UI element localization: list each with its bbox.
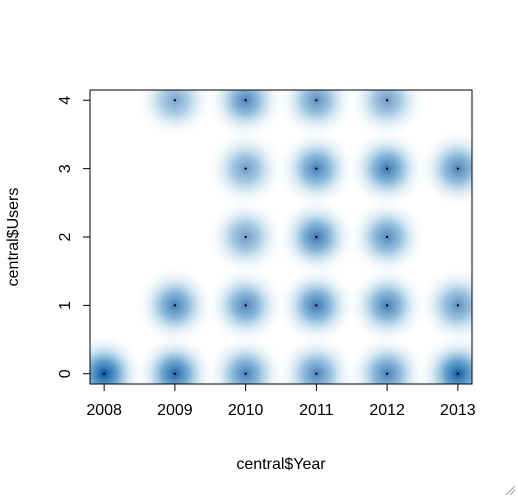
x-tick-label: 2010 bbox=[228, 402, 264, 419]
density-blob bbox=[136, 90, 213, 139]
density-blob bbox=[349, 335, 426, 384]
data-point bbox=[386, 99, 389, 102]
density-blob bbox=[136, 335, 213, 384]
data-point bbox=[244, 99, 247, 102]
x-tick-label: 2011 bbox=[299, 402, 334, 419]
data-point bbox=[315, 235, 318, 239]
data-point bbox=[315, 99, 318, 102]
data-point bbox=[386, 235, 389, 239]
x-tick-label: 2012 bbox=[369, 402, 405, 419]
data-point bbox=[456, 167, 459, 170]
x-axis: 2008 2009 2010 2011 2012 2013 bbox=[86, 384, 476, 419]
y-tick-label: 1 bbox=[57, 301, 74, 310]
x-tick-label: 2013 bbox=[440, 402, 476, 419]
density-blob bbox=[90, 335, 143, 384]
data-point bbox=[315, 372, 318, 375]
data-point bbox=[173, 99, 176, 102]
y-tick-label: 4 bbox=[57, 96, 74, 105]
density-blob bbox=[278, 335, 355, 384]
y-tick-label: 0 bbox=[57, 369, 74, 378]
density-blob bbox=[207, 90, 284, 139]
density-blob bbox=[349, 90, 426, 139]
resize-grip-icon[interactable] bbox=[504, 484, 516, 496]
y-tick-label: 2 bbox=[57, 232, 74, 241]
y-tick-label: 3 bbox=[57, 164, 74, 173]
data-point bbox=[244, 304, 247, 307]
data-point bbox=[244, 372, 247, 375]
data-point bbox=[244, 235, 247, 239]
x-tick-label: 2009 bbox=[157, 402, 193, 419]
data-point bbox=[173, 372, 176, 375]
data-point bbox=[103, 372, 106, 375]
data-point bbox=[173, 304, 176, 307]
y-axis-label: central$Users bbox=[5, 188, 22, 287]
x-tick-label: 2008 bbox=[86, 402, 122, 419]
density-blob bbox=[419, 267, 472, 344]
data-point bbox=[244, 167, 247, 170]
density-layer bbox=[90, 90, 472, 384]
data-point bbox=[386, 167, 389, 170]
density-blob bbox=[278, 90, 355, 139]
density-blob bbox=[419, 335, 472, 384]
data-point bbox=[456, 304, 459, 307]
density-blob bbox=[207, 335, 284, 384]
data-point bbox=[315, 304, 318, 307]
data-point bbox=[456, 372, 459, 375]
points-layer bbox=[103, 99, 459, 375]
data-point bbox=[386, 304, 389, 307]
density-blob bbox=[419, 130, 472, 207]
x-axis-label: central$Year bbox=[236, 456, 326, 473]
data-point bbox=[315, 167, 318, 170]
data-point bbox=[386, 372, 389, 375]
y-axis: 0 1 2 3 4 bbox=[57, 96, 90, 378]
